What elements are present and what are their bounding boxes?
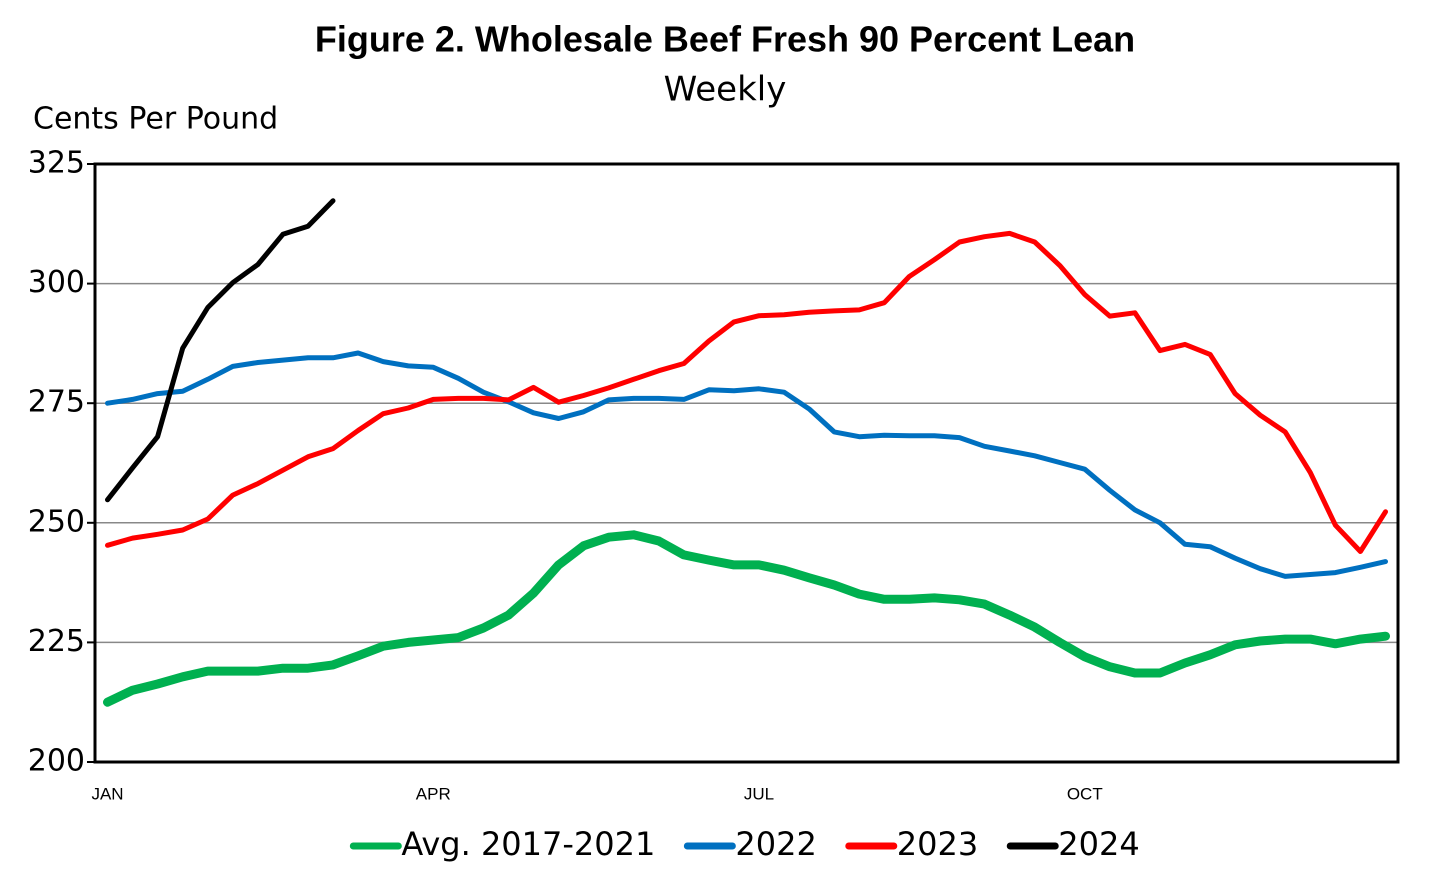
plot-frame xyxy=(93,162,1400,764)
y-tick-label: 300 xyxy=(28,265,85,300)
legend-label: Avg. 2017-2021 xyxy=(401,825,655,863)
x-tick-label: OCT xyxy=(1067,784,1103,803)
legend-label: 2023 xyxy=(897,825,978,863)
chart-subtitle: Weekly xyxy=(664,70,787,110)
series-line xyxy=(103,530,1390,707)
y-tick-label: 200 xyxy=(28,744,85,779)
x-tick-label: APR xyxy=(416,784,451,803)
legend: Avg. 2017-2021 2022 2023 2024 xyxy=(349,825,1140,863)
y-tick-label: 325 xyxy=(28,146,85,181)
y-tick-label: 250 xyxy=(28,504,85,539)
legend-label: 2024 xyxy=(1058,825,1139,863)
y-tick-label: 225 xyxy=(28,624,85,659)
series-line xyxy=(105,230,1388,554)
chart-title: Figure 2. Wholesale Beef Fresh 90 Percen… xyxy=(315,19,1135,60)
y-tick-label: 275 xyxy=(28,385,85,420)
y-axis-label: Cents Per Pound xyxy=(33,102,278,137)
series-line xyxy=(105,350,1388,579)
x-tick-label: JUL xyxy=(744,784,774,803)
series-line xyxy=(105,198,336,503)
x-tick-label: JAN xyxy=(91,784,123,803)
legend-label: 2022 xyxy=(735,825,816,863)
